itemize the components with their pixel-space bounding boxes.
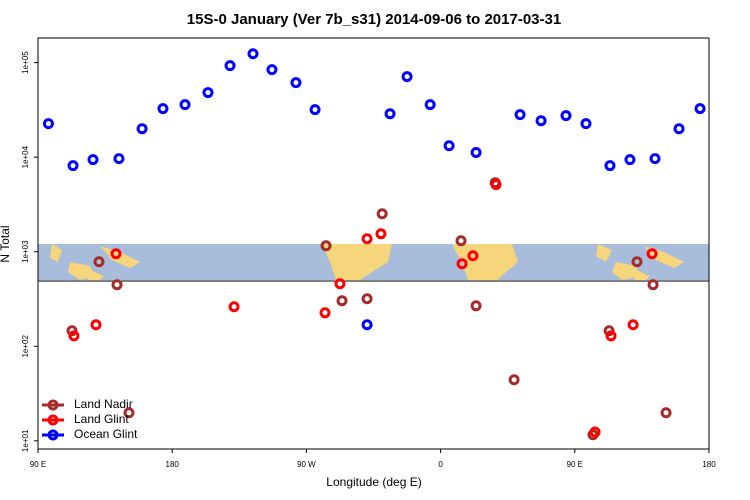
x-tick-label: 180 <box>702 460 716 469</box>
point <box>384 108 396 120</box>
y-tick-label: 1e+05 <box>21 51 30 74</box>
legend-marker <box>47 414 59 426</box>
legend-marker <box>47 429 59 441</box>
point <box>673 123 685 135</box>
point <box>319 307 331 319</box>
point <box>443 140 455 152</box>
x-axis-label: Longitude (deg E) <box>326 475 421 489</box>
point <box>336 295 348 307</box>
point <box>87 154 99 166</box>
legend-label: Land Nadir <box>74 397 133 411</box>
point <box>111 279 123 291</box>
point <box>605 330 617 342</box>
y-tick-label: 1e+02 <box>21 335 30 358</box>
point <box>224 60 236 72</box>
chart-title: 15S-0 January (Ver 7b_s31) 2014-09-06 to… <box>187 11 561 28</box>
point <box>456 258 468 270</box>
point <box>309 104 321 116</box>
point <box>624 154 636 166</box>
y-tick-label: 1e+01 <box>21 429 30 452</box>
point <box>401 71 413 83</box>
point <box>110 248 122 260</box>
point <box>649 153 661 165</box>
point <box>202 87 214 99</box>
plot-frame <box>37 37 710 450</box>
point <box>42 118 54 130</box>
point <box>470 300 482 312</box>
point <box>334 278 346 290</box>
point <box>123 407 135 419</box>
point <box>157 103 169 115</box>
point <box>646 248 658 260</box>
point <box>627 319 639 331</box>
point <box>694 103 706 115</box>
point <box>490 179 502 191</box>
x-tick-label: 90 W <box>297 460 316 469</box>
point <box>455 235 467 247</box>
point <box>376 208 388 220</box>
point <box>247 48 259 60</box>
point <box>375 228 387 240</box>
point <box>631 256 643 268</box>
map-band <box>38 244 709 282</box>
point <box>660 407 672 419</box>
point <box>467 250 479 262</box>
point <box>67 160 79 172</box>
point <box>589 426 601 438</box>
point <box>361 293 373 305</box>
x-tick-label: 0 <box>438 460 443 469</box>
point <box>535 115 547 127</box>
point <box>424 99 436 111</box>
y-tick-label: 1e+04 <box>21 145 30 168</box>
point <box>93 256 105 268</box>
point <box>647 279 659 291</box>
point <box>320 240 332 252</box>
x-tick-label: 90 E <box>567 460 583 469</box>
point <box>113 153 125 165</box>
point <box>514 109 526 121</box>
point <box>580 118 592 130</box>
point <box>361 233 373 245</box>
y-tick-label: 1e+03 <box>21 240 30 263</box>
point <box>560 110 572 122</box>
point <box>68 330 80 342</box>
point <box>508 374 520 386</box>
legend-marker <box>47 399 59 411</box>
legend-label: Land Glint <box>74 412 129 426</box>
point <box>604 160 616 172</box>
point <box>361 319 373 331</box>
point <box>90 319 102 331</box>
point <box>470 147 482 159</box>
point <box>266 64 278 76</box>
point <box>179 99 191 111</box>
point <box>290 77 302 89</box>
y-axis-label: N Total <box>0 225 12 262</box>
point <box>228 301 240 313</box>
legend-label: Ocean Glint <box>74 427 138 441</box>
x-tick-label: 90 E <box>30 460 46 469</box>
point <box>136 123 148 135</box>
x-tick-label: 180 <box>166 460 180 469</box>
